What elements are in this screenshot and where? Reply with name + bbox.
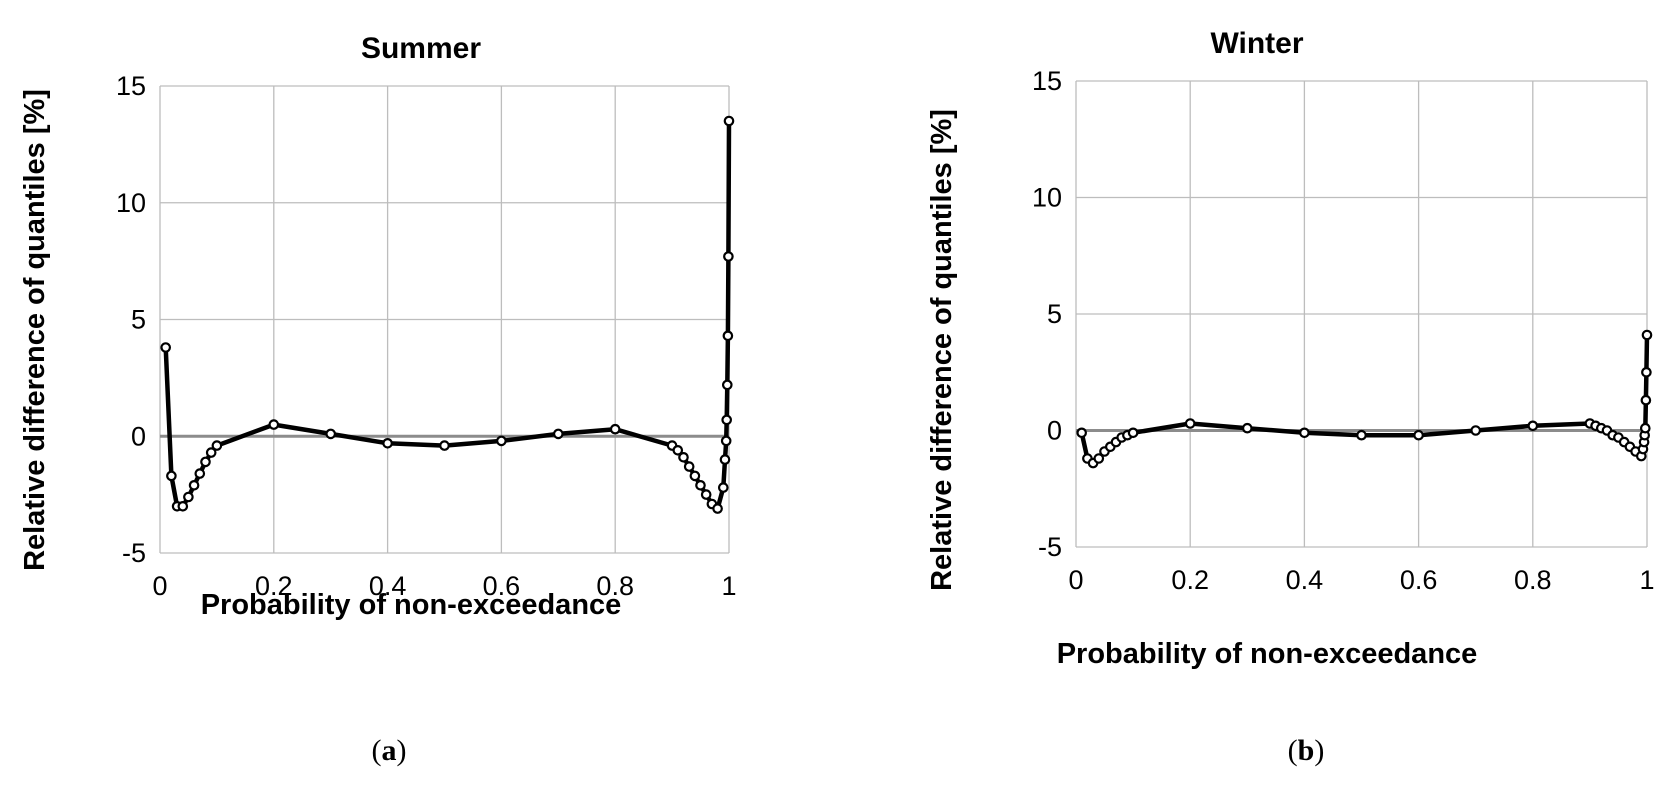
- data-point: [1184, 418, 1196, 429]
- data-point: [695, 479, 706, 491]
- chart-title: Winter: [1210, 27, 1303, 60]
- data-point: [722, 330, 734, 342]
- data-point: [552, 428, 564, 440]
- data-point: [1640, 394, 1652, 406]
- data-point: [721, 414, 732, 426]
- data-point: [188, 479, 200, 491]
- data-point: [723, 115, 735, 127]
- x-tick-label: 1: [1639, 565, 1654, 595]
- data-point: [689, 470, 701, 482]
- y-axis-label: Relative difference of quantiles [%]: [19, 89, 51, 571]
- data-point: [609, 423, 621, 435]
- data-point: [721, 379, 733, 391]
- data-point: [1093, 453, 1105, 464]
- y-tick-label: 0: [1047, 416, 1062, 446]
- data-point: [211, 440, 223, 451]
- y-tick-label: -5: [122, 538, 146, 568]
- panel-caption: (a): [372, 734, 407, 767]
- data-point: [678, 451, 689, 463]
- data-point: [382, 437, 393, 449]
- gridlines: [1075, 80, 1648, 548]
- y-axis-label: Relative difference of quantiles [%]: [926, 109, 958, 591]
- data-point: [700, 489, 712, 500]
- y-tick-label: 5: [1047, 299, 1062, 329]
- data-point: [719, 454, 731, 465]
- x-tick-label: 1: [721, 571, 736, 601]
- y-tick-label: 10: [1032, 183, 1062, 213]
- caption-letter: a: [382, 734, 397, 767]
- y-tick-label: 0: [131, 421, 146, 451]
- gridlines: [159, 85, 730, 554]
- y-tick-labels: -5 0 5 10 15: [116, 71, 146, 568]
- panel-winter: Winter -5 0 5 10 15 0 0.2 0.4 0.6 0.8 1 …: [926, 27, 1655, 767]
- data-point: [194, 468, 206, 479]
- caption-letter: b: [1298, 734, 1315, 767]
- data-point: [1413, 429, 1424, 441]
- data-point: [672, 444, 684, 456]
- x-tick-label: 0.8: [596, 571, 634, 601]
- data-point: [268, 419, 280, 430]
- series-line: [1079, 334, 1650, 466]
- panel-summer: Summer -5 0 5 10 15 0 0.2 0.4 0.6 0.8 1 …: [19, 32, 737, 767]
- series-line: [163, 120, 732, 511]
- data-point: [177, 500, 189, 512]
- x-tick-label: 0.8: [1514, 565, 1552, 595]
- y-tick-label: 10: [116, 188, 146, 218]
- x-tick-label: 0.4: [369, 571, 407, 601]
- data-points: [160, 115, 735, 514]
- data-point: [325, 428, 336, 440]
- panel-caption: (b): [1288, 734, 1325, 767]
- data-points: [1076, 329, 1653, 469]
- data-point: [200, 456, 211, 468]
- data-point: [183, 491, 194, 503]
- data-point: [1527, 420, 1539, 432]
- data-point: [712, 503, 723, 514]
- data-point: [1299, 427, 1310, 439]
- data-point: [1076, 427, 1087, 439]
- data-point: [1356, 429, 1367, 441]
- data-point: [1242, 422, 1253, 434]
- x-axis-label: Probability of non-exceedance: [1057, 638, 1478, 670]
- x-axis-label: Probability of non-exceedance: [201, 589, 622, 621]
- x-tick-label: 0: [1068, 565, 1083, 595]
- data-point: [439, 440, 450, 451]
- x-tick-label: 0: [152, 571, 167, 601]
- data-point: [717, 482, 729, 493]
- data-point: [720, 435, 732, 447]
- x-tick-labels: 0 0.2 0.4 0.6 0.8 1: [1068, 565, 1654, 595]
- data-point: [1470, 425, 1481, 436]
- data-point: [1127, 427, 1139, 439]
- x-tick-label: 0.6: [483, 571, 521, 601]
- x-tick-label: 0.4: [1286, 565, 1324, 595]
- data-point: [160, 342, 171, 353]
- data-point: [1641, 366, 1652, 378]
- data-point: [1641, 329, 1653, 341]
- y-tick-labels: -5 0 5 10 15: [1032, 66, 1062, 562]
- y-tick-label: 5: [131, 305, 146, 335]
- data-point: [496, 435, 507, 447]
- x-tick-label: 0.6: [1400, 565, 1438, 595]
- data-point: [1640, 422, 1651, 434]
- y-tick-label: -5: [1038, 532, 1062, 562]
- x-tick-label: 0.2: [1171, 565, 1209, 595]
- y-tick-label: 15: [1032, 66, 1062, 96]
- x-tick-labels: 0 0.2 0.4 0.6 0.8 1: [152, 571, 736, 601]
- data-point: [723, 251, 734, 262]
- data-point: [166, 470, 177, 482]
- x-tick-label: 0.2: [255, 571, 293, 601]
- data-point: [683, 461, 695, 472]
- chart-title: Summer: [361, 32, 481, 65]
- data-point: [205, 447, 217, 458]
- y-tick-label: 15: [116, 71, 146, 101]
